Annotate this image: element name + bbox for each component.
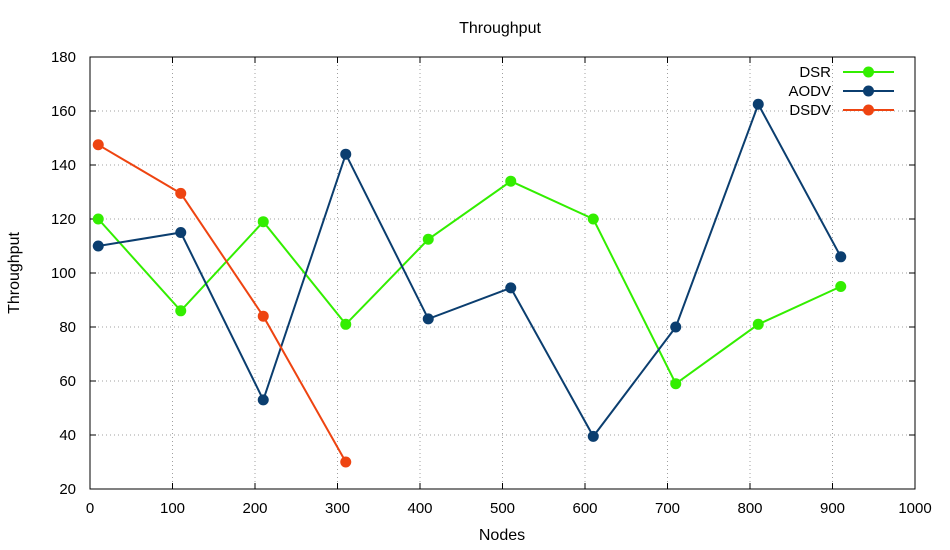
data-point-dsr: [92, 213, 104, 225]
data-point-aodv: [670, 321, 682, 333]
x-tick-label: 1000: [898, 500, 931, 517]
data-point-dsr: [835, 281, 847, 292]
y-tick-label: 20: [59, 481, 76, 498]
data-point-dsdv: [257, 310, 269, 322]
y-tick-label: 60: [59, 373, 76, 390]
data-point-aodv: [752, 98, 764, 110]
axis-ticks: 0 100 200 300 400 500 600 700 800 900 1000 20 40 60 80…: [51, 49, 932, 517]
y-tick-label: 160: [51, 103, 76, 120]
data-point-aodv: [587, 430, 599, 442]
legend-label-dsdv: DSDV: [789, 102, 831, 119]
x-tick-label: 500: [490, 500, 515, 517]
series-layer: [92, 98, 847, 468]
legend-label-aodv: AODV: [788, 83, 831, 100]
data-point-aodv: [835, 251, 847, 263]
data-point-dsdv: [340, 456, 352, 468]
data-point-dsr: [752, 318, 764, 330]
series-aodv: [92, 98, 847, 442]
data-point-dsr: [175, 305, 187, 317]
data-point-aodv: [257, 394, 269, 406]
data-point-dsr: [257, 216, 269, 228]
data-point-aodv: [340, 148, 352, 160]
x-tick-label: 800: [737, 500, 762, 517]
series-line-dsdv: [97, 143, 347, 463]
legend-swatch-marker-dsdv: [863, 104, 874, 116]
x-tick-label: 700: [655, 500, 680, 517]
y-tick-label: 180: [51, 49, 76, 66]
data-point-dsr: [340, 318, 352, 330]
x-tick-label: 400: [407, 500, 432, 517]
data-point-aodv: [175, 227, 187, 238]
data-point-aodv: [422, 313, 434, 325]
grid: [90, 57, 915, 489]
data-point-dsr: [422, 233, 434, 245]
data-point-aodv: [92, 240, 104, 252]
x-tick-label: 200: [242, 500, 267, 517]
data-point-aodv: [505, 282, 517, 294]
legend: DSR AODV DSDV: [788, 64, 894, 119]
x-tick-label: 300: [325, 500, 350, 517]
data-point-dsr: [505, 175, 517, 187]
x-tick-label: 100: [160, 500, 185, 517]
chart-title: Throughput: [459, 20, 541, 37]
legend-swatch-marker-aodv: [863, 85, 874, 97]
y-tick-label: 100: [51, 265, 76, 282]
x-tick-label: 600: [572, 500, 597, 517]
y-tick-label: 120: [51, 211, 76, 228]
y-axis-title: Throughput: [6, 232, 23, 314]
series-line-aodv: [98, 101, 842, 439]
data-point-dsr: [587, 213, 599, 225]
series-dsr: [92, 175, 847, 390]
plot-frame: [89, 56, 916, 490]
x-axis-title: Nodes: [479, 527, 525, 544]
legend-label-dsr: DSR: [799, 64, 831, 81]
series-line-dsr: [97, 180, 842, 386]
data-point-dsdv: [175, 187, 187, 199]
y-tick-label: 140: [51, 157, 76, 174]
data-point-dsr: [670, 378, 682, 390]
series-dsdv: [92, 139, 352, 468]
y-tick-label: 80: [59, 319, 76, 336]
data-point-dsdv: [92, 139, 104, 151]
x-tick-label: 900: [820, 500, 845, 517]
x-tick-label: 0: [86, 500, 94, 517]
y-tick-label: 40: [59, 427, 76, 444]
legend-swatch-marker-dsr: [863, 66, 874, 78]
